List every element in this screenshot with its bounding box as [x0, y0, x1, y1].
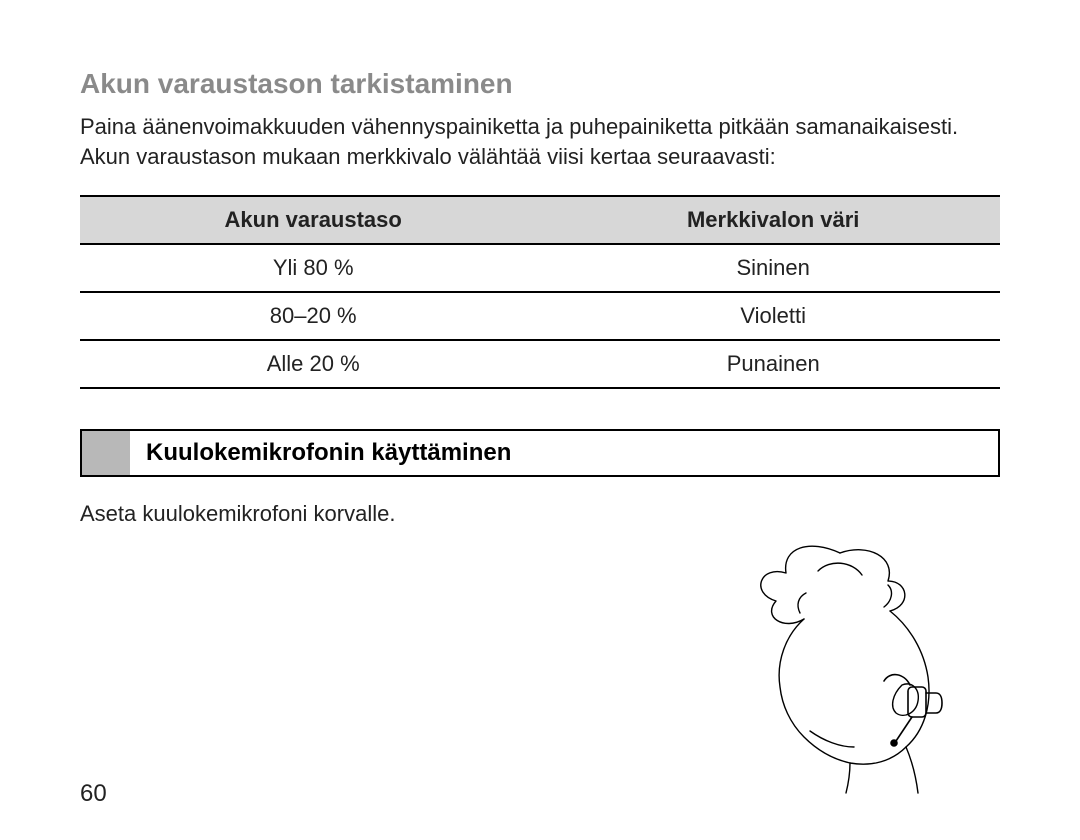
section2-title: Kuulokemikrofonin käyttäminen: [130, 431, 998, 475]
section1-heading: Akun varaustason tarkistaminen: [80, 68, 1000, 100]
table-header-color: Merkkivalon väri: [546, 196, 1000, 244]
battery-level-table: Akun varaustaso Merkkivalon väri Yli 80 …: [80, 195, 1000, 389]
table-cell-level: 80–20 %: [80, 292, 546, 340]
table-row: 80–20 % Violetti: [80, 292, 1000, 340]
table-cell-level: Alle 20 %: [80, 340, 546, 388]
table-header-row: Akun varaustaso Merkkivalon väri: [80, 196, 1000, 244]
table-row: Yli 80 % Sininen: [80, 244, 1000, 292]
section1-body: Paina äänenvoimakkuuden vähennyspainiket…: [80, 112, 1000, 171]
page-number: 60: [80, 780, 107, 808]
section2-title-bar: Kuulokemikrofonin käyttäminen: [80, 429, 1000, 477]
table-cell-color: Sininen: [546, 244, 1000, 292]
section2-instruction: Aseta kuulokemikrofoni korvalle.: [80, 501, 1000, 527]
headset-on-head-illustration: [690, 535, 990, 795]
table-cell-level: Yli 80 %: [80, 244, 546, 292]
table-cell-color: Violetti: [546, 292, 1000, 340]
section-bar-tab: [82, 431, 130, 475]
illustration-wrap: [80, 535, 1000, 795]
table-cell-color: Punainen: [546, 340, 1000, 388]
manual-page: Akun varaustason tarkistaminen Paina ään…: [0, 0, 1080, 840]
table-row: Alle 20 % Punainen: [80, 340, 1000, 388]
table-header-level: Akun varaustaso: [80, 196, 546, 244]
